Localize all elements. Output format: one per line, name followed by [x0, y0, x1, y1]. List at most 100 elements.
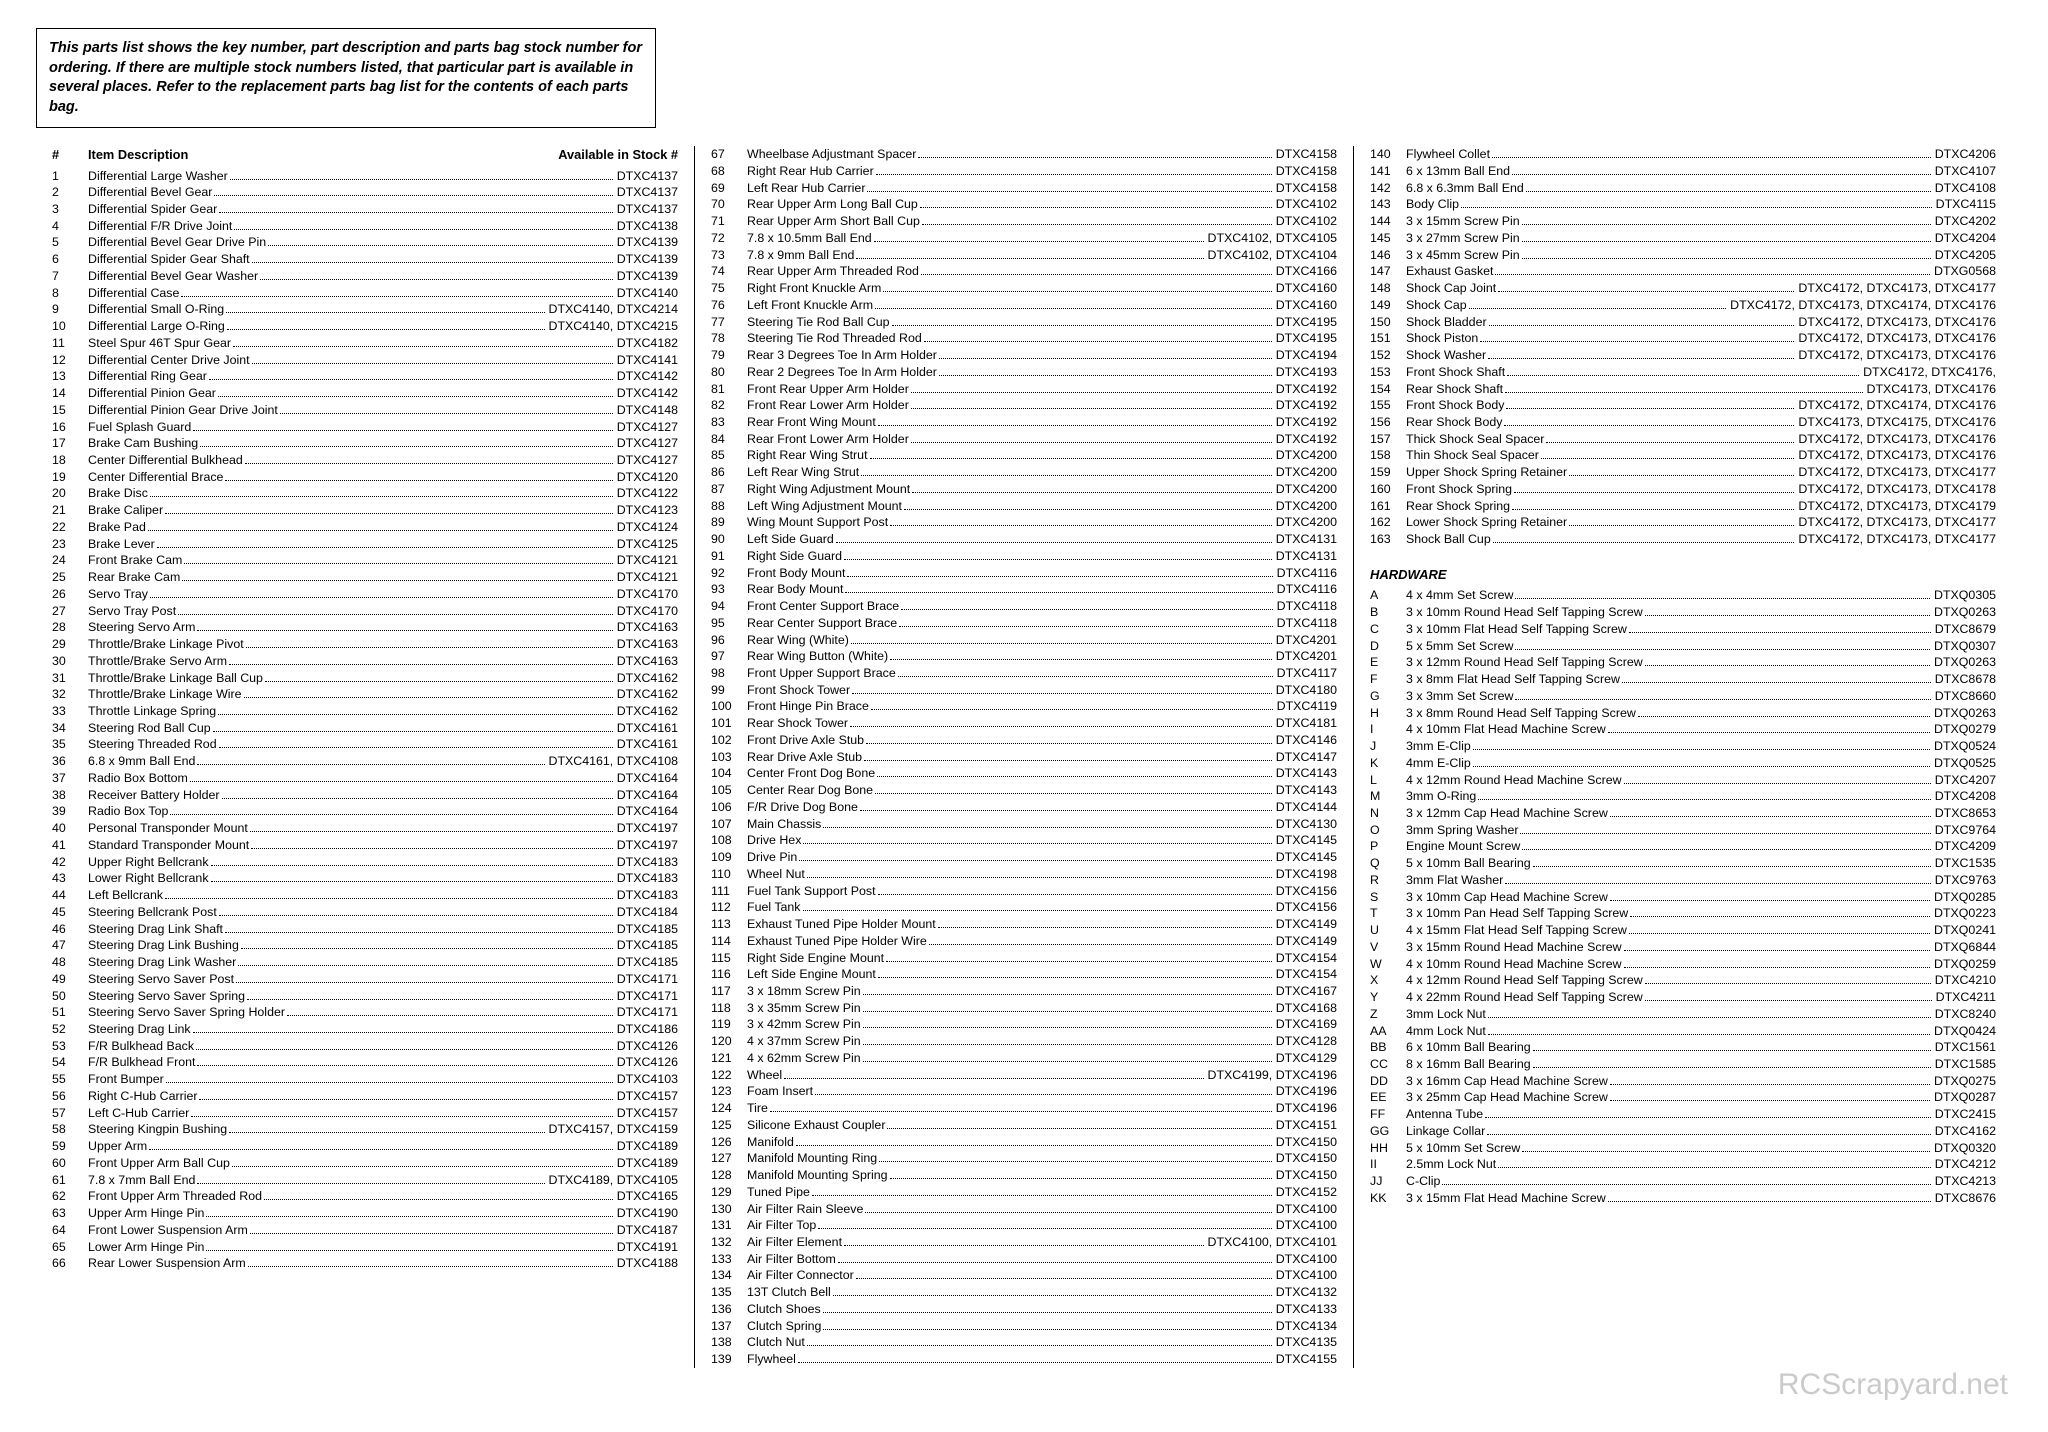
row-dots: [851, 643, 1272, 644]
row-num: 83: [711, 414, 747, 431]
row-num: E: [1370, 654, 1406, 671]
row-stock: DTXC4169: [1276, 1016, 1337, 1033]
parts-row: AA4mm Lock NutDTXQ0424: [1370, 1023, 1996, 1040]
row-desc: 4 x 62mm Screw Pin: [747, 1050, 861, 1067]
row-num: 126: [711, 1134, 747, 1151]
row-num: 21: [52, 502, 88, 519]
row-desc: Tire: [747, 1100, 768, 1117]
row-desc: Right Rear Wing Strut: [747, 447, 868, 464]
row-num: 109: [711, 849, 747, 866]
row-stock: DTXC4192: [1276, 431, 1337, 448]
row-num: 51: [52, 1004, 88, 1021]
row-num: 117: [711, 983, 747, 1000]
row-desc: Left Bellcrank: [88, 887, 163, 904]
row-dots: [222, 798, 613, 799]
row-dots: [863, 1061, 1272, 1062]
row-dots: [1487, 1134, 1930, 1135]
row-dots: [863, 1011, 1272, 1012]
parts-row: 46Steering Drag Link ShaftDTXC4185: [52, 921, 678, 938]
row-num: H: [1370, 705, 1406, 722]
row-desc: Rear Front Lower Arm Holder: [747, 431, 909, 448]
row-desc: Differential Pinion Gear Drive Joint: [88, 402, 278, 419]
row-num: 17: [52, 435, 88, 452]
parts-row: 67Wheelbase Adjustmant SpacerDTXC4158: [711, 146, 1337, 163]
row-num: 62: [52, 1188, 88, 1205]
parts-row: 20Brake DiscDTXC4122: [52, 485, 678, 502]
row-desc: Differential Small O-Ring: [88, 301, 224, 318]
row-desc: Steering Threaded Rod: [88, 736, 217, 753]
row-num: 130: [711, 1201, 747, 1218]
row-stock: DTXC4163: [617, 653, 678, 670]
row-stock: DTXC8653: [1935, 805, 1996, 822]
row-num: 151: [1370, 330, 1406, 347]
row-stock: DTXC4170: [617, 586, 678, 603]
row-desc: 3mm Lock Nut: [1406, 1006, 1486, 1023]
row-desc: Wheel: [747, 1067, 782, 1084]
parts-row: 128Manifold Mounting SpringDTXC4150: [711, 1167, 1337, 1184]
row-desc: Right Rear Hub Carrier: [747, 163, 874, 180]
row-stock: DTXC4129: [1276, 1050, 1337, 1067]
row-stock: DTXC4205: [1935, 247, 1996, 264]
row-stock: DTXQ0525: [1934, 755, 1996, 772]
row-dots: [867, 191, 1271, 192]
parts-row: 147Exhaust GasketDTXG0568: [1370, 263, 1996, 280]
row-num: BB: [1370, 1039, 1406, 1056]
row-stock: DTXC4200: [1276, 447, 1337, 464]
row-desc: Silicone Exhaust Coupler: [747, 1117, 885, 1134]
row-desc: 4 x 12mm Round Head Self Tapping Screw: [1406, 972, 1643, 989]
row-dots: [886, 961, 1272, 962]
row-num: 129: [711, 1184, 747, 1201]
row-dots: [890, 525, 1272, 526]
row-dots: [1522, 241, 1931, 242]
row-num: K: [1370, 755, 1406, 772]
parts-row: 82Front Rear Lower Arm HolderDTXC4192: [711, 397, 1337, 414]
row-num: 132: [711, 1234, 747, 1251]
header-desc: Item Description: [88, 146, 558, 163]
row-desc: Rear Upper Arm Long Ball Cup: [747, 196, 918, 213]
row-desc: Front Drive Axle Stub: [747, 732, 864, 749]
row-dots: [1495, 274, 1930, 275]
row-num: 61: [52, 1172, 88, 1189]
row-desc: 7.8 x 9mm Ball End: [747, 247, 854, 264]
parts-row: CC8 x 16mm Ball BearingDTXC1585: [1370, 1056, 1996, 1073]
parts-row: 737.8 x 9mm Ball EndDTXC4102, DTXC4104: [711, 247, 1337, 264]
row-dots: [875, 793, 1272, 794]
row-stock: DTXC4100, DTXC4101: [1208, 1234, 1337, 1251]
row-dots: [807, 1345, 1272, 1346]
row-num: 19: [52, 469, 88, 486]
row-desc: Lower Right Bellcrank: [88, 870, 209, 887]
row-num: 28: [52, 619, 88, 636]
row-num: 80: [711, 364, 747, 381]
row-stock: DTXC4172, DTXC4173, DTXC4177: [1798, 464, 1996, 481]
row-dots: [219, 212, 612, 213]
parts-row: 97Rear Wing Button (White)DTXC4201: [711, 648, 1337, 665]
parts-row: R3mm Flat WasherDTXC9763: [1370, 872, 1996, 889]
row-stock: DTXC4201: [1276, 632, 1337, 649]
parts-row: 94Front Center Support BraceDTXC4118: [711, 598, 1337, 615]
row-dots: [226, 312, 544, 313]
parts-row: 35Steering Threaded RodDTXC4161: [52, 736, 678, 753]
row-desc: 3 x 27mm Screw Pin: [1406, 230, 1520, 247]
row-desc: 3 x 10mm Pan Head Self Tapping Screw: [1406, 905, 1628, 922]
row-stock: DTXC4107: [1935, 163, 1996, 180]
parts-row: EE3 x 25mm Cap Head Machine ScrewDTXQ028…: [1370, 1089, 1996, 1106]
row-desc: Left Rear Hub Carrier: [747, 180, 865, 197]
row-stock: DTXC4108: [1935, 180, 1996, 197]
row-desc: Differential Ring Gear: [88, 368, 207, 385]
row-dots: [165, 898, 613, 899]
row-stock: DTXC4143: [1276, 782, 1337, 799]
row-dots: [890, 1178, 1272, 1179]
row-dots: [803, 910, 1272, 911]
row-desc: F/R Bulkhead Back: [88, 1038, 194, 1055]
parts-row: 24Front Brake CamDTXC4121: [52, 552, 678, 569]
row-desc: Steering Bellcrank Post: [88, 904, 217, 921]
row-stock: DTXC4158: [1276, 146, 1337, 163]
row-stock: DTXQ6844: [1934, 939, 1996, 956]
row-dots: [1488, 358, 1794, 359]
parts-row: 105Center Rear Dog BoneDTXC4143: [711, 782, 1337, 799]
parts-row: 102Front Drive Axle StubDTXC4146: [711, 732, 1337, 749]
row-desc: Fuel Tank: [747, 899, 801, 916]
row-stock: DTXC4100: [1276, 1251, 1337, 1268]
parts-row: 8Differential CaseDTXC4140: [52, 285, 678, 302]
row-num: 115: [711, 950, 747, 967]
